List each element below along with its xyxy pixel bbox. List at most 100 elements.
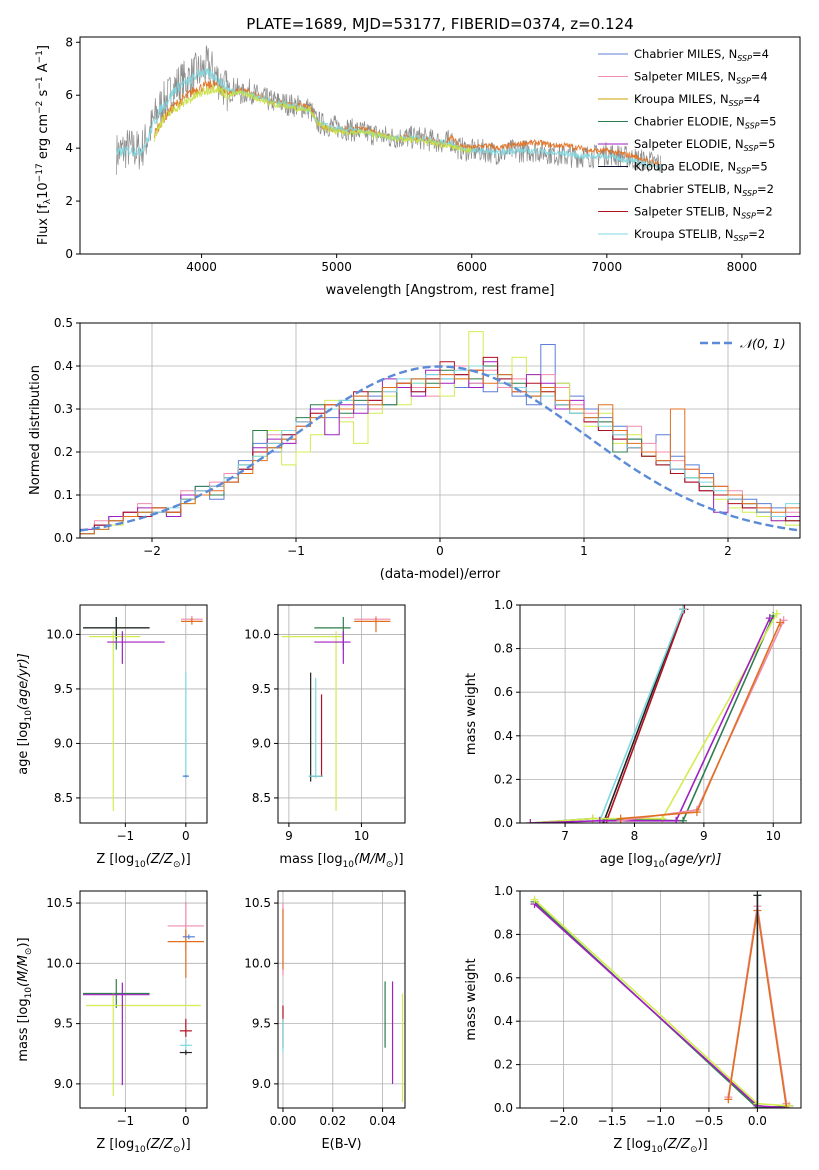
spectrum-line-data	[116, 45, 661, 175]
y-tick-label: 0.6	[494, 685, 513, 699]
weight-vs-metallicity-panel: −2.0 −1.5 −1.0 −0.5 0.0 0.0 0.2 0.4 0.6 0.8 1.0 Z […	[464, 884, 802, 1155]
y-tick-label: 0.0	[494, 1101, 513, 1115]
x-tick-label: −1	[287, 544, 305, 558]
y-tick-label: 0.2	[494, 772, 513, 786]
y-tick-label: 0.5	[54, 316, 73, 330]
y-axis-label: mass weight	[464, 958, 479, 1040]
weight-vs-age-panel: 7 8 9 10 0.0 0.2 0.4 0.6 0.8 1.0 age [log10(age/yr…	[464, 598, 802, 870]
y-axis-label: Flux [fλ10−17 erg cm−2 s−1 A−1]	[35, 45, 53, 245]
error-bar-point	[179, 1050, 192, 1055]
error-bar-point	[89, 631, 141, 812]
legend-entry: 𝒩(0, 1)	[740, 336, 786, 351]
weight-line	[533, 899, 790, 1107]
x-tick-label: −1.0	[646, 1114, 675, 1128]
plot-area	[530, 891, 794, 1108]
y-tick-label: 0.4	[54, 359, 73, 373]
age-vs-metallicity-panel: −1 0 8.5 9.0 9.5 10.0 Z [log10(Z/Z⊙)] age [log1…	[16, 604, 208, 870]
error-bar-point	[83, 982, 150, 1086]
y-tick-label: 0.0	[494, 816, 513, 830]
y-tick-label: 0.3	[54, 402, 73, 416]
error-bar-point	[179, 1039, 192, 1052]
x-axis-label: (data-model)/error	[380, 567, 501, 582]
y-tick-label: 10.0	[46, 956, 73, 970]
weight-line	[530, 617, 771, 823]
error-bar-point	[182, 775, 189, 778]
y-tick-label: 0.4	[494, 1014, 513, 1028]
x-tick-label: 2	[724, 544, 732, 558]
x-tick-label: 0.04	[369, 1114, 396, 1128]
x-tick-label: −1	[117, 829, 135, 843]
weight-line	[599, 609, 684, 822]
spectrum-line-model-yellow	[153, 84, 472, 154]
y-tick-label: 0.8	[494, 642, 513, 656]
figure-title: PLATE=1689, MJD=53177, FIBERID=0374, z=0…	[246, 15, 633, 33]
spectrum-legend: Chabrier MILES, NSSP=4 Salpeter MILES, NS…	[598, 47, 776, 243]
error-bar-point	[83, 979, 150, 1008]
x-axis-label: Z [log10(Z/Z⊙)]	[613, 1137, 707, 1155]
x-axis-label: Z [log10(Z/Z⊙)]	[96, 852, 190, 870]
error-bar-point	[320, 694, 323, 777]
y-tick-label: 9.0	[252, 1077, 271, 1091]
error-bar-point	[182, 934, 195, 940]
y-tick-label: 8	[65, 35, 73, 49]
y-tick-label: 9.5	[252, 1017, 271, 1031]
axes-frame	[277, 890, 406, 1109]
y-axis-label: age [log10(age/yr)]	[16, 653, 34, 775]
axes-frame	[79, 604, 208, 824]
x-tick-label: 8000	[727, 260, 758, 274]
residuals-panel: −2 −1 0 1 2 0.0 0.1 0.2 0.3 0.4 0.5 (data-model)/er…	[28, 316, 801, 582]
spectrum-line-model-cyan	[116, 68, 662, 170]
y-axis-label: mass weight	[464, 673, 479, 755]
weight-line	[533, 901, 790, 1108]
y-tick-label: 8.5	[252, 791, 271, 805]
x-tick-label: 9	[700, 829, 708, 843]
error-bar-point	[308, 678, 323, 779]
legend-entry: Kroupa MILES, NSSP=4	[634, 92, 760, 108]
normal-distribution-curve	[80, 365, 800, 532]
y-tick-label: 9.5	[252, 682, 271, 696]
weight-series	[526, 614, 774, 823]
plot-area	[281, 615, 391, 812]
x-tick-label: 8	[631, 829, 639, 843]
plot-area	[80, 331, 800, 535]
legend-entry: Chabrier ELODIE, NSSP=5	[634, 115, 776, 131]
weight-line	[530, 613, 778, 823]
y-tick-label: 0.0	[54, 531, 73, 545]
x-tick-label: 0.0	[748, 1114, 767, 1128]
weight-series	[616, 618, 785, 823]
error-bar-point	[167, 929, 204, 978]
weight-series	[526, 611, 778, 823]
error-bar-point	[86, 993, 201, 1096]
y-axis-label: mass [log10(M/M⊙)]	[16, 937, 34, 1061]
x-tick-label: 5000	[321, 260, 352, 274]
legend-entry: Chabrier STELIB, NSSP=2	[634, 182, 774, 198]
weight-series	[753, 891, 762, 1108]
error-bar-point	[281, 631, 344, 812]
y-tick-label: 0	[65, 247, 73, 261]
mass-vs-ebv-panel: 0.00 0.02 0.04 9.0 9.5 10.0 10.5 E(B-V)	[244, 890, 406, 1152]
y-tick-label: 0.6	[494, 971, 513, 985]
x-tick-label: −0.5	[694, 1114, 723, 1128]
x-tick-label: 0	[182, 1114, 190, 1128]
x-axis-label: mass [log10(M/M⊙)]	[279, 852, 403, 870]
y-tick-label: 8.5	[54, 791, 73, 805]
legend-entry: Salpeter STELIB, NSSP=2	[634, 205, 773, 221]
error-bar-point	[314, 616, 351, 650]
legend-entry: Salpeter MILES, NSSP=4	[634, 70, 768, 86]
x-tick-label: 0	[182, 829, 190, 843]
x-tick-label: 0.00	[270, 1114, 297, 1128]
weight-line	[620, 619, 785, 822]
x-tick-label: 7000	[592, 260, 623, 274]
x-axis-label: E(B-V)	[321, 1137, 361, 1152]
legend-entry: Kroupa ELODIE, NSSP=5	[634, 160, 768, 176]
x-tick-label: 9	[285, 829, 293, 843]
x-axis-label: age [log10(age/yr)]	[600, 852, 722, 870]
axes-frame	[519, 604, 802, 824]
plot-area	[282, 903, 404, 1102]
plot-area	[526, 605, 788, 823]
y-tick-label: 2	[65, 194, 73, 208]
error-bar-point	[354, 618, 391, 633]
error-bar-point	[354, 615, 391, 625]
y-tick-label: 0.8	[494, 927, 513, 941]
axes-frame	[79, 890, 208, 1109]
